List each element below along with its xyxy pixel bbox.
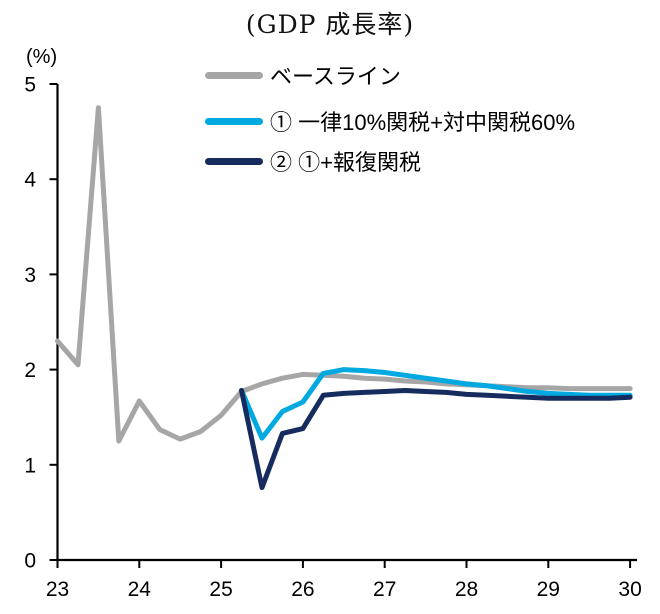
axes: [56, 84, 637, 562]
legend-label: ② ①+報復関税: [270, 150, 421, 175]
series-line-0: [55, 105, 633, 444]
y-tick-label: 2: [24, 359, 36, 382]
y-tick-label: 3: [24, 264, 36, 287]
legend-item-scenario1: ① 一律10%関税+対中関税60%: [205, 108, 576, 135]
y-tick-label: 1: [24, 454, 36, 477]
baseline-line-swatch: [205, 71, 263, 79]
y-tick-label: 4: [24, 169, 36, 192]
legend-label: ① 一律10%関税+対中関税60%: [270, 110, 576, 135]
y-tick-label: 0: [24, 550, 36, 573]
x-tick-label: 23: [46, 578, 69, 601]
chart-title: (GDP 成長率): [245, 10, 415, 39]
axis-ticks: [49, 83, 632, 568]
y-tick-label: 5: [24, 74, 36, 97]
series-line-2: [239, 388, 633, 491]
scenario1-line-swatch: [205, 117, 263, 125]
legend-label: ベースライン: [270, 64, 401, 89]
x-tick-label: 29: [537, 578, 560, 601]
x-tick-label: 26: [291, 578, 314, 601]
legend-item-scenario2: ② ①+報復関税: [205, 148, 421, 175]
series-line-1: [239, 367, 633, 441]
x-tick-label: 28: [455, 578, 478, 601]
x-tick-label: 25: [209, 578, 232, 601]
y-axis-unit-label: (%): [26, 46, 58, 68]
x-tick-label: 24: [128, 578, 152, 601]
legend-item-baseline: ベースライン: [205, 62, 401, 89]
x-tick-label: 30: [618, 578, 641, 601]
scenario2-line-swatch: [205, 157, 263, 165]
data-series-lines: [55, 105, 633, 491]
x-tick-label: 27: [373, 578, 396, 601]
